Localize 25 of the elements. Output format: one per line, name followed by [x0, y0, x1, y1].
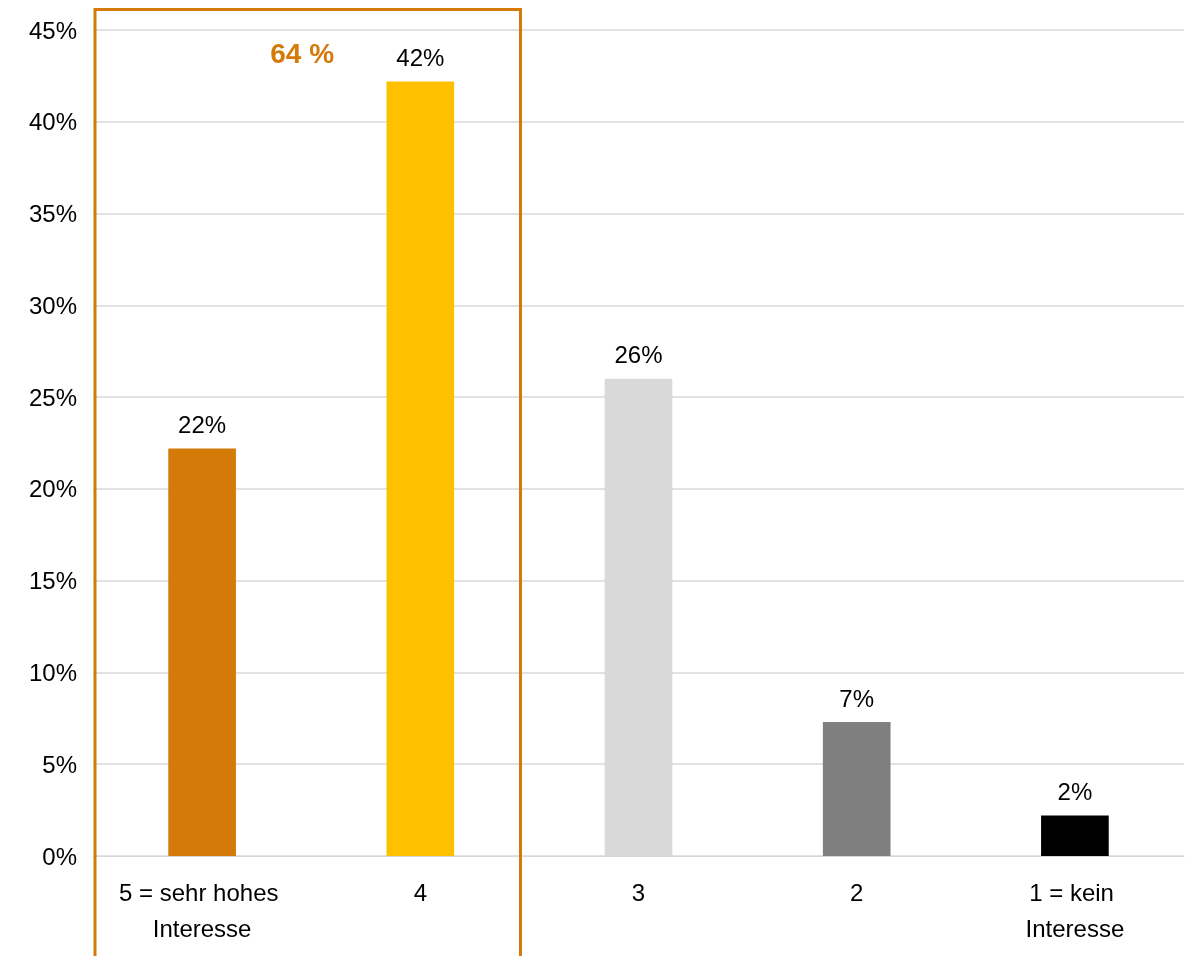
y-tick-label: 45%: [28, 16, 77, 44]
bar: [822, 722, 891, 856]
y-tick-label: 25%: [28, 383, 77, 411]
bar: [1041, 815, 1109, 856]
data-label: 42%: [396, 43, 445, 71]
data-label: 26%: [614, 341, 663, 369]
x-tick-label: 4: [413, 878, 427, 906]
bar: [386, 81, 455, 856]
y-tick-label: 35%: [28, 200, 77, 228]
y-tick-label: 40%: [28, 108, 77, 136]
x-tick-label: 5 = sehr hohes Interesse: [119, 878, 286, 942]
x-tick-label: 3: [631, 878, 646, 906]
data-label: 2%: [1057, 778, 1093, 806]
y-tick-label: 30%: [28, 291, 77, 319]
y-tick-label: 0%: [42, 842, 77, 870]
data-label: 7%: [839, 684, 875, 712]
y-tick-label: 20%: [28, 475, 77, 503]
x-tick-label: 2: [850, 878, 864, 906]
bar: [168, 448, 236, 856]
y-tick-label: 10%: [28, 658, 77, 686]
x-tick-label: 1 = kein Interesse: [1025, 878, 1125, 942]
data-label: 22%: [178, 411, 227, 439]
y-tick-label: 5%: [42, 750, 77, 778]
annotation: 64 %: [270, 38, 335, 70]
y-tick-label: 15%: [28, 567, 77, 595]
